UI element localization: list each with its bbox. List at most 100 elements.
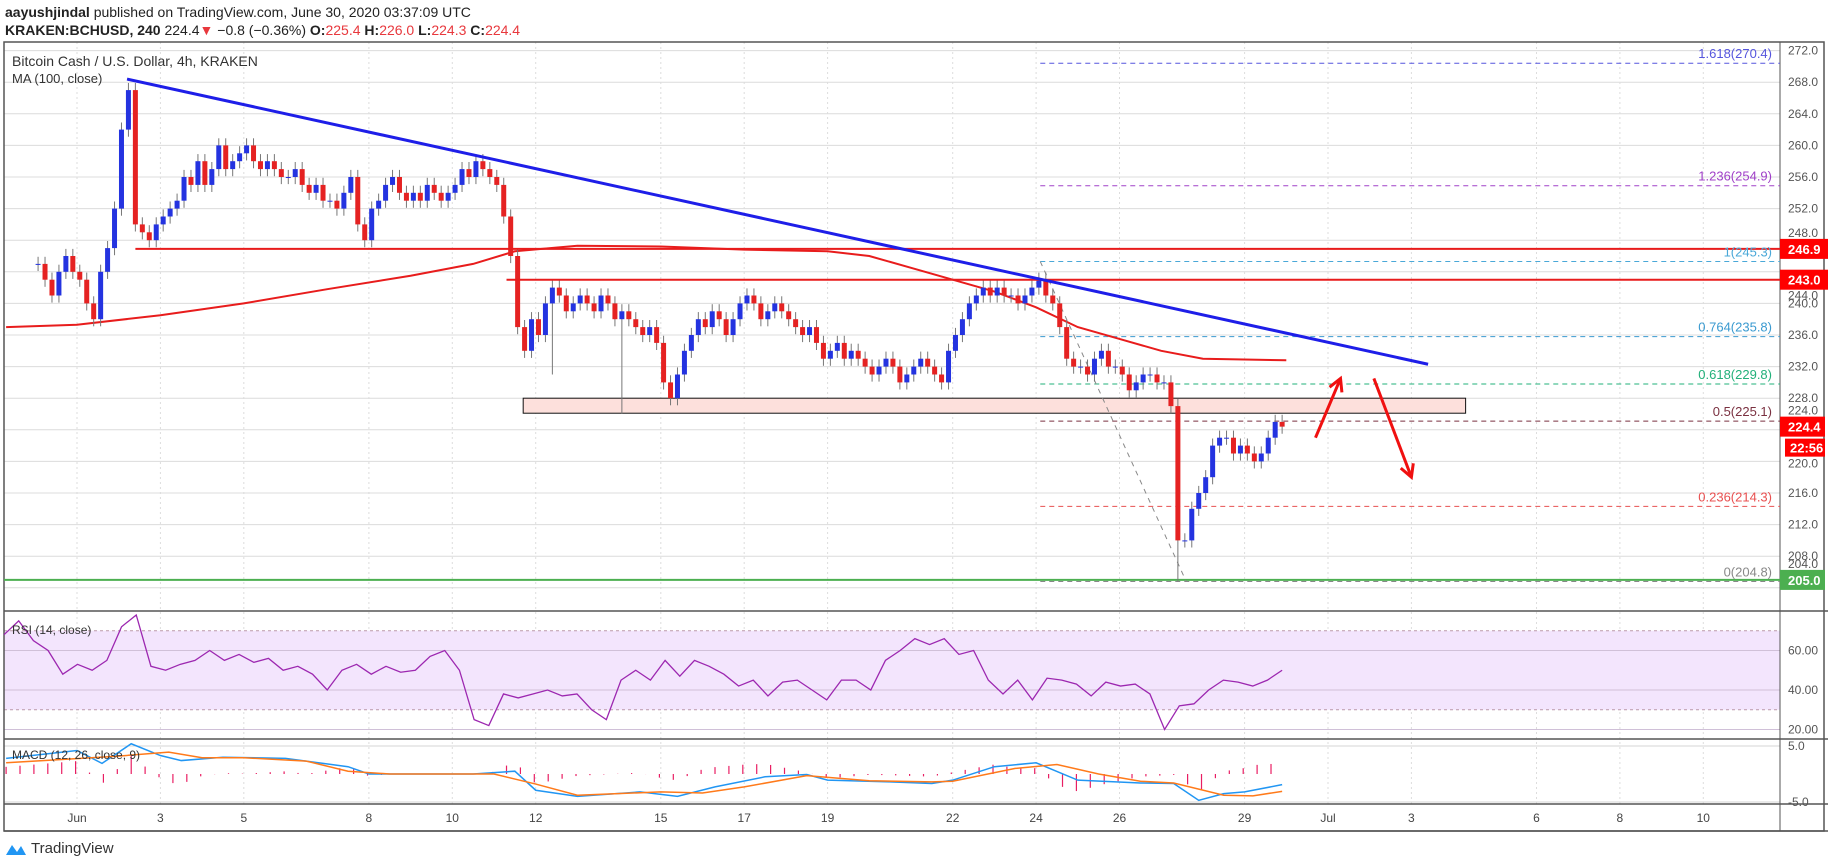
close-label: C: bbox=[470, 22, 486, 38]
candle-down bbox=[49, 279, 55, 296]
candle-down bbox=[487, 169, 493, 177]
candle-up bbox=[827, 350, 833, 359]
candle-up bbox=[390, 177, 396, 185]
publish-text: published on TradingView.com, June 30, 2… bbox=[93, 4, 471, 20]
candle-down bbox=[987, 287, 993, 296]
candle-up bbox=[730, 319, 736, 335]
candle-up bbox=[994, 287, 1000, 296]
candle-down bbox=[1126, 374, 1132, 391]
candle-up bbox=[348, 177, 354, 193]
x-tick-label: 10 bbox=[446, 811, 460, 825]
price-tick-label: 208.0 bbox=[1788, 549, 1818, 563]
candle-up bbox=[153, 224, 159, 241]
fib-level-label: 0.236(214.3) bbox=[1698, 489, 1772, 504]
candle-up bbox=[918, 358, 924, 367]
candle-down bbox=[563, 295, 569, 312]
candle-down bbox=[813, 327, 819, 343]
candle-down bbox=[751, 295, 757, 304]
candle-up bbox=[1022, 295, 1028, 304]
price-tick-label: 236.0 bbox=[1788, 328, 1818, 342]
price-tick-label: 224.0 bbox=[1788, 404, 1818, 418]
candle-up bbox=[647, 327, 653, 335]
candle-down bbox=[91, 303, 97, 320]
candle-down bbox=[841, 342, 847, 359]
candle-down bbox=[480, 161, 486, 170]
price-tick-label: 272.0 bbox=[1788, 44, 1818, 58]
x-tick-label: 17 bbox=[738, 811, 752, 825]
arrow-head-icon bbox=[1328, 375, 1344, 393]
open-value: 225.4 bbox=[325, 22, 361, 38]
candle-down bbox=[271, 161, 277, 170]
tradingview-logo[interactable]: TradingView bbox=[5, 840, 114, 857]
candle-down bbox=[890, 358, 896, 367]
low-value: 224.3 bbox=[431, 22, 467, 38]
last-price: 224.4 bbox=[164, 22, 200, 38]
candle-up bbox=[264, 161, 270, 170]
signal-line bbox=[6, 751, 1283, 797]
rsi-tick-label: 20.00 bbox=[1788, 723, 1818, 737]
macd-tick-label: -5.0 bbox=[1788, 795, 1809, 809]
low-label: L: bbox=[418, 22, 432, 38]
support-zone bbox=[522, 397, 1467, 414]
candle-up bbox=[452, 184, 458, 193]
candle-up bbox=[285, 177, 291, 178]
candle-down bbox=[605, 295, 611, 304]
price-tick-label: 268.0 bbox=[1788, 75, 1818, 89]
candle-up bbox=[473, 161, 479, 177]
candle-down bbox=[146, 232, 152, 241]
candle-down bbox=[633, 319, 639, 328]
candle-up bbox=[1272, 421, 1278, 438]
candle-up bbox=[327, 200, 333, 202]
candle-down bbox=[522, 327, 528, 351]
candle-up bbox=[1217, 437, 1223, 446]
candle-up bbox=[695, 319, 701, 335]
candle-up bbox=[341, 192, 347, 209]
candle-down bbox=[320, 184, 326, 201]
candle-up bbox=[105, 248, 111, 272]
candle-up bbox=[709, 311, 715, 328]
x-tick-label: 15 bbox=[654, 811, 668, 825]
candle-up bbox=[688, 335, 694, 351]
candle-up bbox=[542, 303, 548, 335]
fib-trend-line bbox=[1039, 261, 1187, 582]
candle-up bbox=[1265, 437, 1271, 454]
candle-up bbox=[1210, 445, 1216, 478]
candle-up bbox=[125, 90, 131, 130]
candle-up bbox=[973, 295, 979, 304]
candle-down bbox=[1279, 421, 1285, 427]
candle-down bbox=[1071, 358, 1077, 367]
price-tick-label: 260.0 bbox=[1788, 138, 1818, 152]
candle-down bbox=[1119, 366, 1125, 375]
x-tick-label: Jun bbox=[67, 811, 86, 825]
candle-down bbox=[862, 358, 868, 367]
ma-legend: MA (100, close) bbox=[12, 71, 102, 86]
candle-down bbox=[362, 224, 368, 241]
resistance-price-tag bbox=[1780, 269, 1828, 290]
candle-down bbox=[1230, 437, 1236, 454]
resistance-price-label: 246.9 bbox=[1788, 242, 1821, 257]
fib-level-label: 0.764(235.8) bbox=[1698, 320, 1772, 335]
ma100-line bbox=[6, 244, 1287, 362]
candle-down bbox=[1105, 350, 1111, 367]
candle-up bbox=[883, 358, 889, 367]
support-price-tag bbox=[1780, 569, 1825, 590]
candle-down bbox=[800, 327, 806, 335]
candle-down bbox=[84, 279, 90, 304]
candle-up bbox=[424, 184, 430, 201]
candle-down bbox=[855, 350, 861, 359]
candle-down bbox=[793, 319, 799, 328]
candle-up bbox=[952, 335, 958, 351]
fib-level-label: 1(245.3) bbox=[1724, 245, 1772, 260]
candle-down bbox=[1015, 295, 1021, 304]
candle-down bbox=[535, 319, 541, 335]
x-tick-label: 26 bbox=[1113, 811, 1127, 825]
rsi-tick-label: 40.00 bbox=[1788, 683, 1818, 697]
candle-up bbox=[1196, 493, 1202, 509]
price-tick-label: 244.0 bbox=[1788, 289, 1818, 303]
candle-down bbox=[188, 177, 194, 185]
resistance-price-tag bbox=[1780, 238, 1828, 259]
author-name[interactable]: aayushjindal bbox=[5, 4, 90, 20]
resistance-price-label: 243.0 bbox=[1788, 273, 1821, 288]
candle-up bbox=[946, 350, 952, 383]
